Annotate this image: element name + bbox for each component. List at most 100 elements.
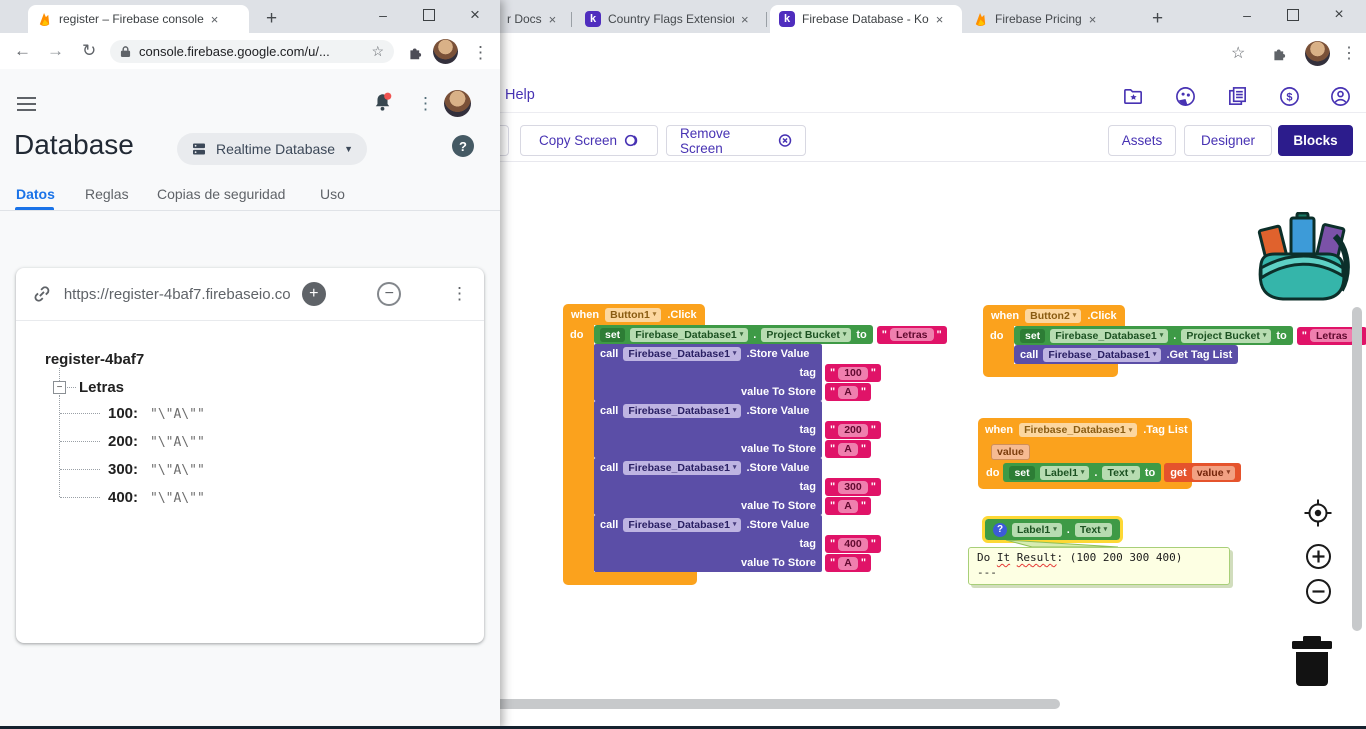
- tree-entry-value[interactable]: "\"A\"": [150, 463, 205, 478]
- browser-menu-icon[interactable]: ⋮: [1341, 45, 1357, 62]
- hamburger-menu-icon[interactable]: [17, 97, 36, 111]
- block-store-value-100[interactable]: call Firebase_Database1 ▾ .Store Value ta…: [594, 344, 881, 401]
- component-dropdown[interactable]: Firebase_Database1 ▾: [1043, 347, 1162, 362]
- tab-country-flags[interactable]: k Country Flags Extension ×: [576, 5, 764, 33]
- menu-help[interactable]: Help: [505, 87, 535, 103]
- tree-node-letras[interactable]: Letras: [79, 379, 125, 396]
- tree-entry-value[interactable]: "\"A\"": [150, 407, 205, 422]
- forward-icon[interactable]: →: [47, 41, 64, 60]
- browser-menu-icon[interactable]: ⋮: [472, 43, 489, 62]
- maximize-button[interactable]: [1276, 0, 1310, 30]
- tree-entry-key[interactable]: 300:: [108, 461, 139, 478]
- new-tab-button[interactable]: +: [266, 8, 278, 29]
- remove-node-button[interactable]: −: [377, 282, 402, 306]
- component-dropdown[interactable]: Firebase_Database1 ▾: [623, 460, 742, 475]
- account-icon[interactable]: [1329, 85, 1352, 108]
- card-menu-icon[interactable]: ⋮: [451, 284, 468, 303]
- tab-firebase-database-active[interactable]: k Firebase Database - Ko ×: [770, 5, 962, 33]
- add-node-button[interactable]: +: [301, 282, 326, 306]
- help-icon[interactable]: ?: [993, 522, 1007, 537]
- tab-uso[interactable]: Uso: [320, 186, 345, 202]
- close-tab-icon[interactable]: ×: [741, 11, 749, 27]
- tree-entry-value[interactable]: "\"A\"": [150, 491, 205, 506]
- tree-root[interactable]: register-4baf7: [45, 351, 145, 368]
- tab-datos[interactable]: Datos: [16, 186, 55, 202]
- block-set-project-bucket[interactable]: set Firebase_Database1 ▾ . Project Bucket…: [594, 325, 873, 344]
- blocks-button[interactable]: Blocks: [1278, 125, 1353, 156]
- vertical-scrollbar[interactable]: [1352, 307, 1362, 631]
- block-text-tag[interactable]: " 300 ": [825, 478, 881, 496]
- new-tab-button[interactable]: +: [1152, 8, 1164, 29]
- component-dropdown[interactable]: Firebase_Database1 ▾: [623, 403, 742, 418]
- center-blocks-icon[interactable]: [1303, 498, 1333, 528]
- backpack-icon[interactable]: [1253, 212, 1353, 302]
- console-menu-icon[interactable]: ⋮: [417, 94, 434, 113]
- block-set-label-text[interactable]: set Label1 ▾ . Text ▾ to: [1003, 463, 1162, 482]
- block-text-tag[interactable]: " 400 ": [825, 535, 881, 553]
- minimize-button[interactable]: –: [1243, 7, 1251, 23]
- block-text-value[interactable]: " A ": [825, 554, 872, 572]
- close-tab-icon[interactable]: ×: [548, 11, 557, 27]
- block-get-tag-list[interactable]: call Firebase_Database1 ▾ .Get Tag List: [1014, 345, 1239, 364]
- back-icon[interactable]: ←: [14, 41, 31, 60]
- component-dropdown[interactable]: Firebase_Database1 ▾: [623, 517, 742, 532]
- console-avatar[interactable]: [444, 90, 471, 117]
- tab-reglas[interactable]: Reglas: [85, 186, 129, 202]
- trash-icon[interactable]: [1287, 636, 1337, 688]
- address-bar[interactable]: console.firebase.google.com/u/... ☆: [110, 40, 394, 63]
- tab-copias[interactable]: Copias de seguridad: [157, 186, 286, 202]
- text-field[interactable]: Letras: [889, 328, 934, 341]
- component-dropdown[interactable]: Firebase_Database1 ▾: [630, 327, 749, 342]
- component-dropdown[interactable]: Firebase_Database1 ▾: [623, 346, 742, 361]
- database-selector[interactable]: Realtime Database ▼: [177, 133, 367, 165]
- component-dropdown[interactable]: Button1 ▾: [605, 307, 662, 322]
- variable-dropdown[interactable]: value ▾: [1191, 465, 1236, 480]
- component-dropdown[interactable]: Label1 ▾: [1012, 522, 1062, 537]
- property-dropdown[interactable]: Project Bucket ▾: [761, 327, 852, 342]
- bookmark-star-icon[interactable]: ☆: [1231, 45, 1246, 62]
- database-url[interactable]: https://register-4baf7.firebaseio.co...: [63, 285, 290, 303]
- block-text-value[interactable]: " A ": [825, 383, 872, 401]
- url-text[interactable]: console.firebase.google.com/u/...: [139, 44, 330, 59]
- block-text-tag[interactable]: " 100 ": [825, 364, 881, 382]
- bookmark-star-icon[interactable]: ☆: [371, 43, 384, 59]
- component-dropdown[interactable]: Firebase_Database1 ▾: [1050, 328, 1169, 343]
- component-dropdown[interactable]: Button2 ▾: [1025, 308, 1082, 323]
- profile-avatar[interactable]: [1305, 41, 1330, 66]
- block-label1-text-getter[interactable]: ? Label1 ▾ . Text ▾: [981, 516, 1124, 543]
- property-dropdown[interactable]: Text ▾: [1074, 522, 1113, 537]
- tree-entry-key[interactable]: 200:: [108, 433, 139, 450]
- tab-firebase-pricing[interactable]: Firebase Pricing ×: [964, 5, 1142, 33]
- community-icon[interactable]: [1174, 85, 1197, 108]
- tab-firebase-console-active[interactable]: register – Firebase console ×: [28, 5, 249, 33]
- block-text-tag[interactable]: " 200 ": [825, 421, 881, 439]
- param-value-chip[interactable]: value: [991, 444, 1030, 460]
- block-text-letras[interactable]: " Letras ": [876, 325, 947, 344]
- zoom-out-button[interactable]: [1305, 578, 1332, 605]
- tree-entry-key[interactable]: 400:: [108, 489, 139, 506]
- block-text-value[interactable]: " A ": [825, 497, 872, 515]
- tree-entry-value[interactable]: "\"A\"": [150, 435, 205, 450]
- designer-button[interactable]: Designer: [1184, 125, 1272, 156]
- minimize-button[interactable]: –: [379, 7, 387, 23]
- collapse-toggle[interactable]: −: [53, 381, 66, 394]
- docs-pages-icon[interactable]: [1226, 85, 1249, 108]
- block-store-value-400[interactable]: call Firebase_Database1 ▾ .Store Value ta…: [594, 515, 881, 572]
- horizontal-scrollbar[interactable]: [462, 699, 1060, 709]
- assets-button[interactable]: Assets: [1108, 125, 1176, 156]
- tab-docs[interactable]: r Docs ×: [498, 5, 570, 33]
- billing-dollar-icon[interactable]: $: [1278, 85, 1301, 108]
- property-dropdown[interactable]: Project Bucket ▾: [1181, 328, 1272, 343]
- close-window-button[interactable]: ×: [470, 5, 480, 24]
- extensions-icon[interactable]: [408, 44, 424, 60]
- block-text-value[interactable]: " A ": [825, 440, 872, 458]
- projects-folder-icon[interactable]: [1122, 85, 1145, 108]
- extensions-icon[interactable]: [1272, 45, 1288, 61]
- close-window-button[interactable]: ×: [1334, 6, 1344, 23]
- reload-icon[interactable]: ↻: [82, 41, 97, 60]
- block-when-tag-list[interactable]: when Firebase_Database1 ▾ .Tag List value…: [978, 418, 1242, 489]
- remove-screen-button[interactable]: Remove Screen: [666, 125, 806, 156]
- block-set-project-bucket[interactable]: set Firebase_Database1 ▾ . Project Bucket…: [1014, 326, 1293, 345]
- zoom-in-button[interactable]: [1305, 543, 1332, 570]
- close-tab-icon[interactable]: ×: [1088, 11, 1097, 27]
